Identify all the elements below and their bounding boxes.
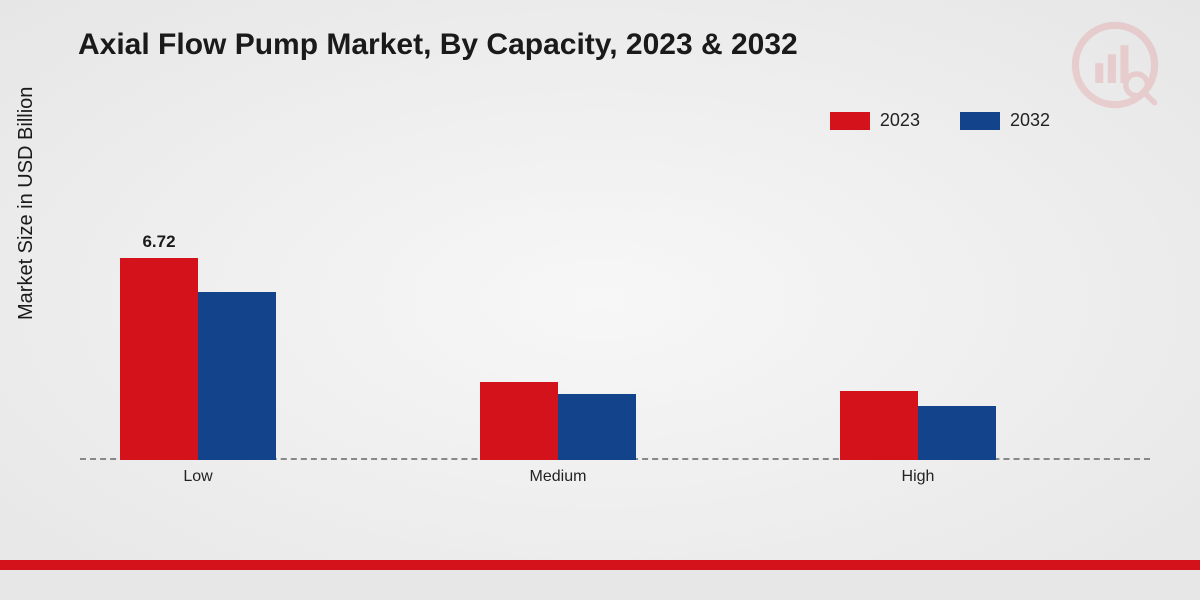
legend-item-2023: 2023 — [830, 110, 920, 131]
bar-value-label: 6.72 — [120, 232, 198, 252]
bar-group: 6.72Low — [120, 258, 276, 460]
footer-accent-band — [0, 560, 1200, 570]
bar — [120, 258, 198, 460]
legend-swatch-2023 — [830, 112, 870, 130]
category-label: Low — [98, 468, 298, 486]
bar-chart: 6.72Low Medium High — [80, 160, 1150, 460]
legend-label: 2032 — [1010, 110, 1050, 131]
bar-group: High — [840, 391, 996, 460]
bar-group: Medium — [480, 382, 636, 460]
y-axis-label: Market Size in USD Billion — [15, 87, 38, 320]
category-label: High — [818, 468, 1018, 486]
legend-item-2032: 2032 — [960, 110, 1050, 131]
footer-grey-band — [0, 570, 1200, 600]
bar — [918, 406, 996, 460]
bar — [558, 394, 636, 460]
watermark-logo-icon — [1070, 20, 1160, 110]
legend-swatch-2032 — [960, 112, 1000, 130]
category-label: Medium — [458, 468, 658, 486]
page-title: Axial Flow Pump Market, By Capacity, 202… — [78, 28, 798, 62]
bar — [840, 391, 918, 460]
legend-label: 2023 — [880, 110, 920, 131]
bar — [198, 292, 276, 460]
legend: 2023 2032 — [830, 110, 1050, 131]
bar — [480, 382, 558, 460]
